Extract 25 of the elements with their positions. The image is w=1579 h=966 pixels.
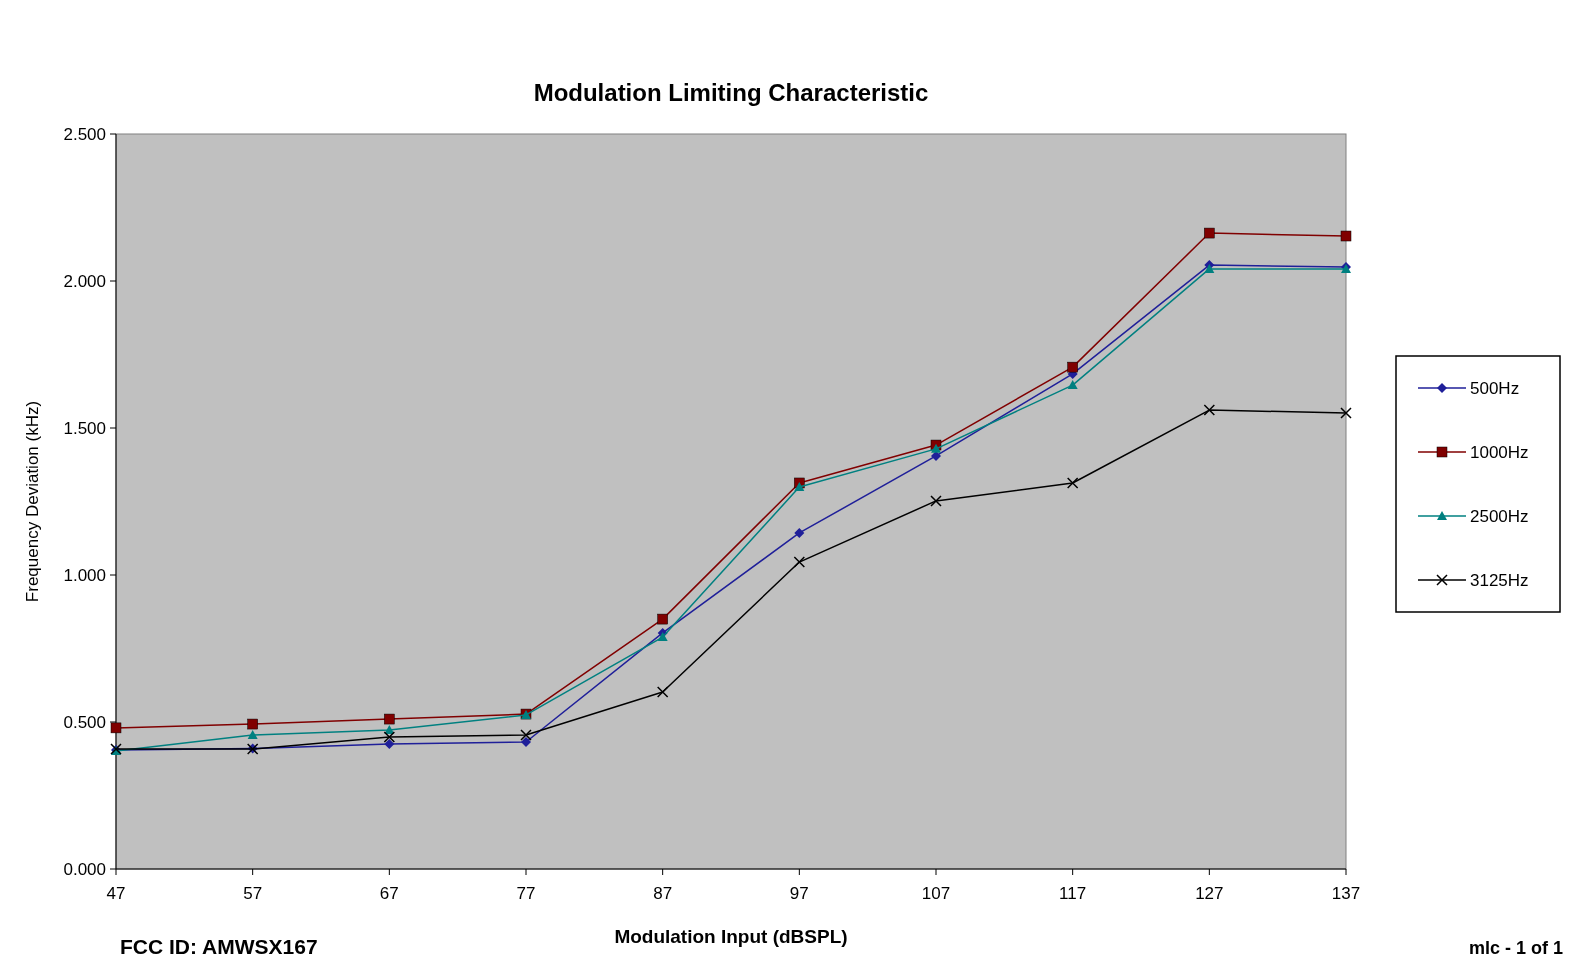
x-tick-label: 117: [1059, 884, 1087, 903]
x-tick-label: 97: [789, 884, 809, 903]
x-tick-label: 87: [653, 884, 673, 903]
chart-title: Modulation Limiting Characteristic: [533, 79, 929, 106]
y-tick-label: 2.000: [63, 272, 106, 291]
x-tick-label: 67: [379, 884, 399, 903]
y-tick-label: 0.500: [63, 713, 106, 732]
text: mlc - 1 of 1: [1468, 938, 1563, 958]
legend-label: 2500Hz: [1470, 507, 1529, 526]
legend-label: 500Hz: [1470, 379, 1520, 398]
x-tick-label: 127: [1195, 884, 1224, 903]
x-tick-label: 107: [921, 884, 951, 903]
text: FCC ID: AMWSX167: [120, 935, 318, 958]
y-axis-title: Frequency Deviation (kHz): [23, 400, 42, 603]
x-axis-title: Modulation Input (dBSPL): [614, 926, 848, 947]
x-tick-label: 137: [1331, 884, 1361, 903]
y-tick-label: 0.000: [63, 860, 106, 879]
x-tick-label: 47: [106, 884, 126, 903]
legend-label: 3125Hz: [1470, 571, 1529, 590]
y-tick-label: 2.500: [63, 125, 106, 144]
legend-label: 1000Hz: [1470, 443, 1529, 462]
y-tick-label: 1.500: [63, 419, 106, 438]
y-tick-label: 1.000: [63, 566, 106, 585]
x-tick-label: 57: [243, 884, 263, 903]
x-tick-label: 77: [516, 884, 536, 903]
